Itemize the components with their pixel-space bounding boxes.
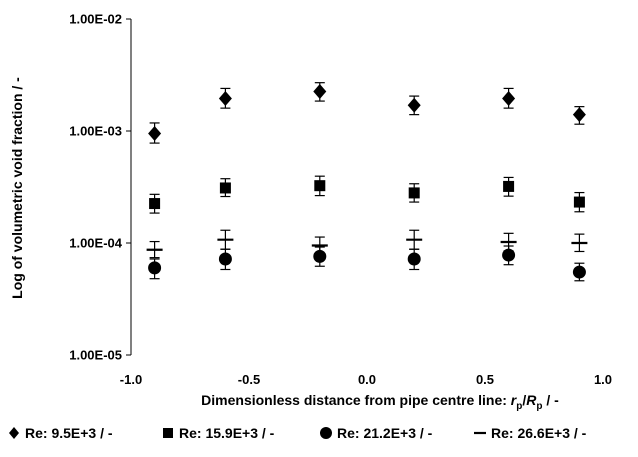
y-ticks: 1.00E-05 1.00E-04 1.00E-03 1.00E-02 <box>69 12 131 363</box>
legend-diamond-marker <box>9 427 19 439</box>
data-point <box>503 176 515 197</box>
square-marker <box>149 198 161 210</box>
axes: 1.00E-05 1.00E-04 1.00E-03 1.00E-02 -1.0 -0.… <box>69 12 612 388</box>
legend-item: Re: 9.5E+3 / - <box>9 425 113 441</box>
x-title-var2: R <box>526 392 537 408</box>
legend-item: Re: 21.2E+3 / - <box>320 425 433 441</box>
y-tick-label: 1.00E-03 <box>69 124 122 139</box>
legend-item: Re: 15.9E+3 / - <box>163 425 275 441</box>
data-point <box>573 191 585 213</box>
x-axis-title: Dimensionless distance from pipe centre … <box>201 392 559 412</box>
square-marker <box>314 180 326 192</box>
data-point <box>571 233 588 253</box>
data-point <box>408 183 420 203</box>
y-tick-label: 1.00E-04 <box>69 236 123 251</box>
square-marker <box>408 187 420 199</box>
series <box>146 229 588 259</box>
legend-item: Re: 26.6E+3 / - <box>474 425 587 441</box>
square-marker <box>573 196 585 208</box>
x-tick-label: 1.0 <box>594 372 612 387</box>
data-point <box>219 178 231 198</box>
data-point <box>311 236 328 255</box>
x-title-main: Dimensionless distance from pipe centre … <box>201 392 511 408</box>
circle-marker <box>502 248 516 262</box>
data-point <box>572 262 586 282</box>
x-tick-label: 0.0 <box>358 372 376 387</box>
x-title-var1: r <box>511 392 518 408</box>
legend: Re: 9.5E+3 / - Re: 15.9E+3 / - Re: 21.2E+3… <box>9 425 587 441</box>
x-tick-label: -0.5 <box>238 372 260 387</box>
legend-label: Re: 9.5E+3 / - <box>25 425 113 441</box>
data-point <box>407 95 421 116</box>
y-axis-title: Log of volumetric void fraction / - <box>9 77 25 299</box>
legend-label: Re: 15.9E+3 / - <box>179 425 275 441</box>
legend-label: Re: 21.2E+3 / - <box>337 425 433 441</box>
series-layer <box>146 82 588 282</box>
circle-marker <box>572 265 586 279</box>
data-point <box>502 87 516 109</box>
circle-marker <box>218 252 232 266</box>
circle-marker <box>148 261 162 275</box>
data-point <box>149 193 161 214</box>
diamond-marker <box>218 91 232 107</box>
diamond-marker <box>407 97 421 113</box>
data-point <box>407 248 421 271</box>
data-point <box>146 240 163 259</box>
data-point <box>148 122 162 144</box>
diamond-marker <box>313 84 327 100</box>
diamond-marker <box>502 91 516 107</box>
series <box>148 82 586 144</box>
diamond-marker <box>148 125 162 141</box>
x-title-unit: / - <box>542 392 559 408</box>
data-point <box>218 87 232 109</box>
x-ticks: -1.0 -0.5 0.0 0.5 1.0 <box>120 372 612 387</box>
y-tick-label: 1.00E-02 <box>69 12 122 27</box>
legend-square-marker <box>163 428 173 438</box>
data-point <box>406 229 423 250</box>
data-point <box>217 229 234 250</box>
x-tick-label: -1.0 <box>120 372 142 387</box>
x-title-sep: / <box>522 392 526 408</box>
data-point <box>572 106 586 125</box>
x-tick-label: 0.5 <box>476 372 494 387</box>
square-marker <box>219 182 231 194</box>
x-title-sub2: p <box>536 401 542 412</box>
circle-marker <box>407 252 421 266</box>
square-marker <box>503 180 515 192</box>
diamond-marker <box>572 107 586 123</box>
data-point <box>313 82 327 102</box>
data-point <box>500 232 517 252</box>
x-title-sub1: p <box>516 401 522 412</box>
legend-circle-marker <box>320 427 332 439</box>
data-point <box>314 175 326 197</box>
legend-label: Re: 26.6E+3 / - <box>491 425 587 441</box>
y-tick-label: 1.00E-05 <box>69 348 122 363</box>
circle-marker <box>313 249 327 263</box>
data-point <box>148 258 162 280</box>
series <box>149 175 585 214</box>
